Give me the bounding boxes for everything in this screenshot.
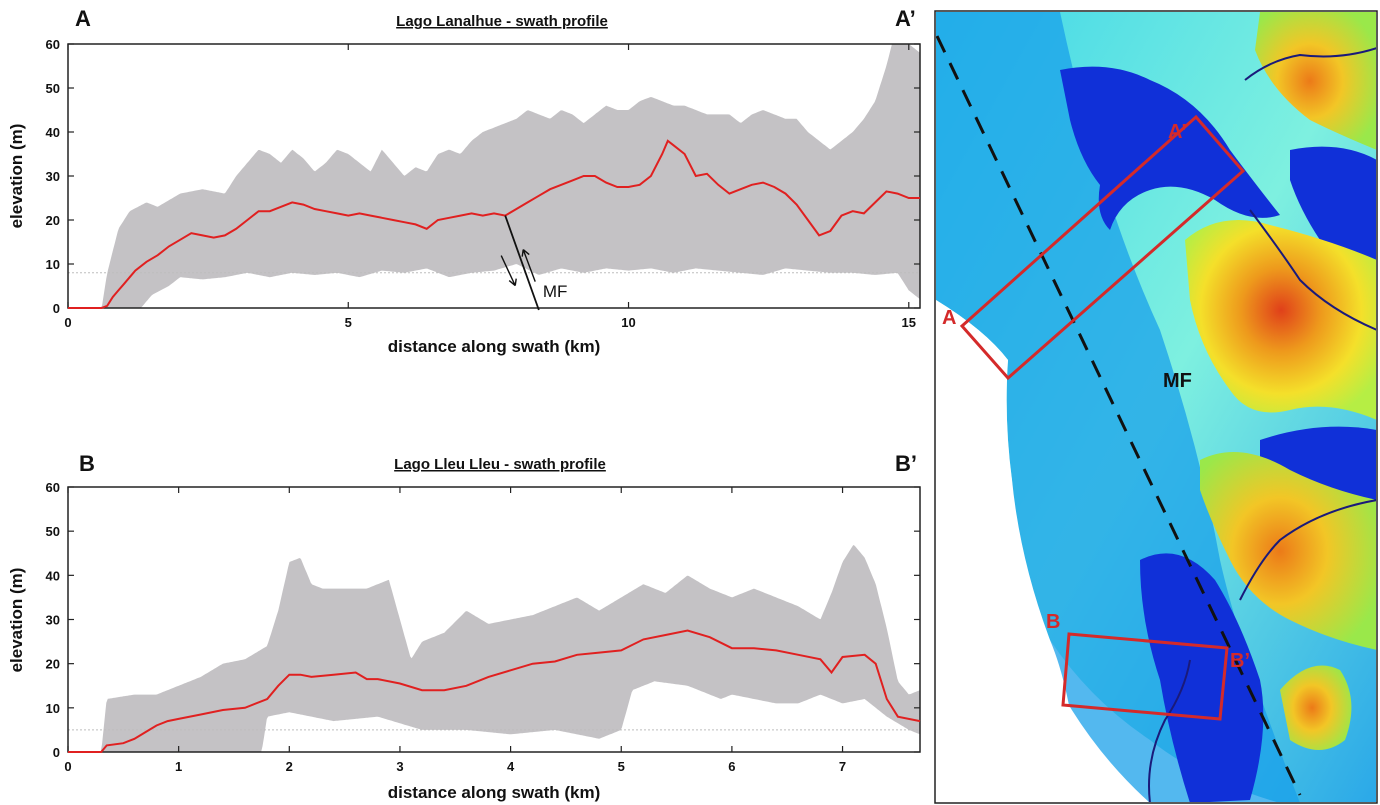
x-tick-label-a: 0 <box>64 315 71 330</box>
y-tick-label-a: 0 <box>53 301 60 316</box>
hill-east-central <box>1185 220 1376 420</box>
envelope-b <box>68 545 920 752</box>
y-tick-label-b: 50 <box>46 524 60 539</box>
y-tick-label-b: 0 <box>53 745 60 760</box>
slip-arrow-up <box>521 249 536 282</box>
slip-arrow-down <box>500 255 517 287</box>
map-label-a: A <box>942 307 956 329</box>
river-east <box>1249 209 1376 331</box>
swath-box-a <box>959 114 1246 381</box>
hill-southeast <box>1280 665 1352 750</box>
map-label-a-prime: A’ <box>1168 121 1187 143</box>
river-southwest <box>1148 659 1191 802</box>
fault-line <box>504 215 540 311</box>
y-tick-label-b: 10 <box>46 701 60 716</box>
envelope-a <box>68 44 920 308</box>
y-tick-label-b: 20 <box>46 657 60 672</box>
median-line-b <box>68 629 921 753</box>
y-tick-label-b: 60 <box>46 480 60 495</box>
y-tick-label-a: 10 <box>46 257 60 272</box>
swath-box-b <box>1061 632 1229 721</box>
x-tick-label-a: 5 <box>345 315 352 330</box>
x-tick-label-b: 7 <box>839 759 846 774</box>
swath-envelope-b <box>68 545 920 752</box>
ticks-b: 0 10 20 30 40 50 60 0 1 2 3 4 5 6 7 <box>46 480 920 774</box>
sea <box>936 300 1080 802</box>
river-north <box>1244 47 1376 81</box>
x-tick-label-b: 5 <box>618 759 625 774</box>
map-label-b-prime: B’ <box>1230 650 1250 672</box>
fault-trace-mf <box>936 35 1302 796</box>
chart-title-b: Lago Lleu Lleu - swath profile <box>394 456 606 473</box>
x-tick-label-b: 6 <box>728 759 735 774</box>
swath-envelope-a <box>68 44 920 308</box>
map-label-b: B <box>1046 611 1060 633</box>
y-tick-label-a: 60 <box>46 37 60 52</box>
y-tick-label-a: 20 <box>46 213 60 228</box>
chart-panel-a: 0 10 20 30 40 50 60 0 5 10 15 MF A Lago Lanalhue -… <box>7 6 921 356</box>
y-tick-label-a: 40 <box>46 125 60 140</box>
y-axis-label-a: elevation (m) <box>7 124 26 229</box>
panel-label-b-end: B’ <box>895 451 917 476</box>
x-axis-label-a: distance along swath (km) <box>388 337 601 356</box>
hill-east-south <box>1200 451 1376 650</box>
y-tick-label-b: 30 <box>46 613 60 628</box>
ticks-a: 0 10 20 30 40 50 60 0 5 10 15 <box>46 37 920 330</box>
y-tick-label-b: 40 <box>46 568 60 583</box>
x-tick-label-b: 4 <box>507 759 515 774</box>
x-tick-label-b: 2 <box>286 759 293 774</box>
panel-label-b: B <box>79 451 95 476</box>
y-axis-label-b: elevation (m) <box>7 568 26 673</box>
elevation-map: A’ A B B’ MF <box>934 10 1378 804</box>
river-south <box>1239 499 1376 601</box>
median-line-a <box>68 139 920 309</box>
chart-title-a: Lago Lanalhue - swath profile <box>396 13 608 30</box>
x-tick-label-b: 0 <box>64 759 71 774</box>
map-label-mf: MF <box>1163 370 1192 392</box>
fault-mf <box>500 215 540 311</box>
panel-label-a: A <box>75 6 91 31</box>
x-tick-label-a: 10 <box>621 315 635 330</box>
x-axis-label-b: distance along swath (km) <box>388 783 601 802</box>
x-tick-label-a: 15 <box>902 315 916 330</box>
hill-northeast <box>1255 12 1376 150</box>
mf-annotation: MF <box>543 282 568 301</box>
x-tick-label-b: 3 <box>396 759 403 774</box>
panel-label-a-end: A’ <box>895 6 916 31</box>
y-tick-label-a: 30 <box>46 169 60 184</box>
lake-lleu-lleu <box>1140 553 1264 802</box>
y-tick-label-a: 50 <box>46 81 60 96</box>
x-tick-label-b: 1 <box>175 759 182 774</box>
chart-panel-b: 0 10 20 30 40 50 60 0 1 2 3 4 5 6 7 B Lago Lleu Lleu -… <box>7 451 921 802</box>
